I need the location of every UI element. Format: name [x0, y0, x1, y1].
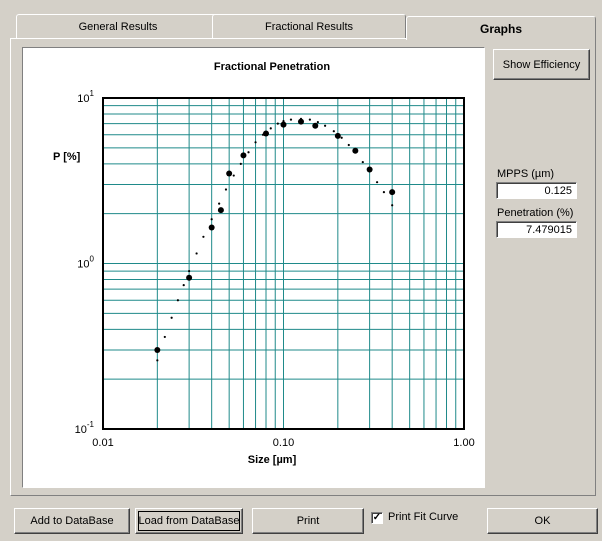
x-axis-label: Size [µm]: [248, 454, 297, 466]
mpps-field[interactable]: 0.125: [496, 182, 577, 199]
plot-frame: [102, 97, 465, 430]
data-point: [312, 122, 319, 129]
data-point: [154, 347, 161, 354]
tab-panel: [10, 38, 596, 496]
y-tick-exponent: 1: [90, 89, 95, 98]
tab-label: Fractional Results: [264, 20, 354, 33]
fit-point: [340, 136, 343, 139]
fit-point: [176, 299, 180, 302]
tab-label: General Results: [78, 20, 158, 33]
chart-title: Fractional Penetration: [214, 61, 330, 73]
chart-grid: [103, 98, 464, 429]
fit-point: [282, 120, 285, 123]
tab-general-results[interactable]: General Results: [16, 14, 220, 38]
fit-point: [289, 118, 293, 121]
data-point: [389, 189, 396, 196]
data-point: [280, 121, 287, 128]
y-tick-label: 100: [77, 255, 94, 271]
fit-point: [210, 218, 213, 221]
print-fit-curve-checkbox[interactable]: ✓: [371, 512, 383, 524]
fit-point: [224, 188, 228, 191]
penetration-label: Penetration (%): [497, 207, 574, 219]
fit-point: [276, 122, 279, 125]
fit-point: [361, 160, 364, 164]
fit-point: [202, 235, 205, 238]
ok-button[interactable]: OK: [487, 508, 598, 534]
fit-point: [195, 252, 198, 255]
button-label: Load from DataBase: [138, 515, 240, 527]
x-tick-label: 0.10: [273, 437, 294, 449]
fit-point: [163, 335, 166, 339]
data-point: [334, 132, 341, 139]
y-tick-label: 10-1: [75, 420, 95, 436]
fit-point: [247, 151, 250, 154]
fit-point: [323, 124, 327, 127]
tab-graphs[interactable]: Graphs: [406, 16, 596, 40]
y-axis-label: P [%]: [53, 151, 81, 163]
mpps-label: MPPS (µm): [497, 168, 555, 180]
data-point: [186, 274, 193, 281]
button-label: Show Efficiency: [502, 58, 581, 71]
fit-point: [182, 284, 185, 287]
print-button[interactable]: Print: [252, 508, 364, 534]
fit-point: [232, 174, 235, 177]
x-tick-label: 0.01: [92, 437, 113, 449]
button-label: Print: [296, 515, 320, 527]
tab-label: Graphs: [479, 21, 522, 36]
data-point: [263, 130, 270, 137]
data-point: [297, 118, 304, 125]
data-points: [154, 118, 396, 354]
data-point: [217, 207, 224, 214]
fit-point: [332, 130, 335, 133]
show-efficiency-button[interactable]: Show Efficiency: [493, 49, 590, 80]
data-point: [240, 152, 247, 159]
data-point: [208, 224, 215, 231]
load-from-database-button[interactable]: Load from DataBase: [135, 508, 243, 534]
fit-point: [308, 118, 311, 121]
fit-point: [269, 127, 272, 130]
fit-point: [239, 162, 242, 165]
y-tick-exponent: -1: [87, 420, 95, 429]
fit-point: [156, 359, 159, 362]
tab-fractional-results[interactable]: Fractional Results: [212, 14, 406, 38]
penetration-field[interactable]: 7.479015: [496, 221, 577, 238]
add-to-database-button[interactable]: Add to DataBase: [14, 508, 130, 534]
penetration-chart: Fractional Penetration P [%] Size [µm] 0…: [53, 61, 475, 466]
button-label: OK: [534, 515, 551, 527]
data-point: [366, 166, 373, 173]
y-tick-exponent: 0: [90, 255, 95, 264]
chart-area: Fractional Penetration P [%] Size [µm] 0…: [22, 47, 485, 488]
data-point: [226, 170, 233, 177]
x-tick-label: 1.00: [453, 437, 474, 449]
data-point: [352, 147, 359, 154]
fit-point: [170, 316, 173, 319]
fit-point: [254, 141, 257, 144]
fit-point: [316, 121, 319, 124]
fit-point: [188, 269, 191, 273]
fit-point: [218, 202, 221, 205]
fit-point: [382, 191, 386, 194]
fit-point: [347, 143, 350, 147]
fit-point: [375, 181, 379, 184]
fit-point: [391, 204, 394, 207]
y-tick-label: 101: [77, 89, 94, 105]
print-fit-curve-label: Print Fit Curve: [388, 511, 459, 523]
button-label: Add to DataBase: [30, 515, 114, 527]
